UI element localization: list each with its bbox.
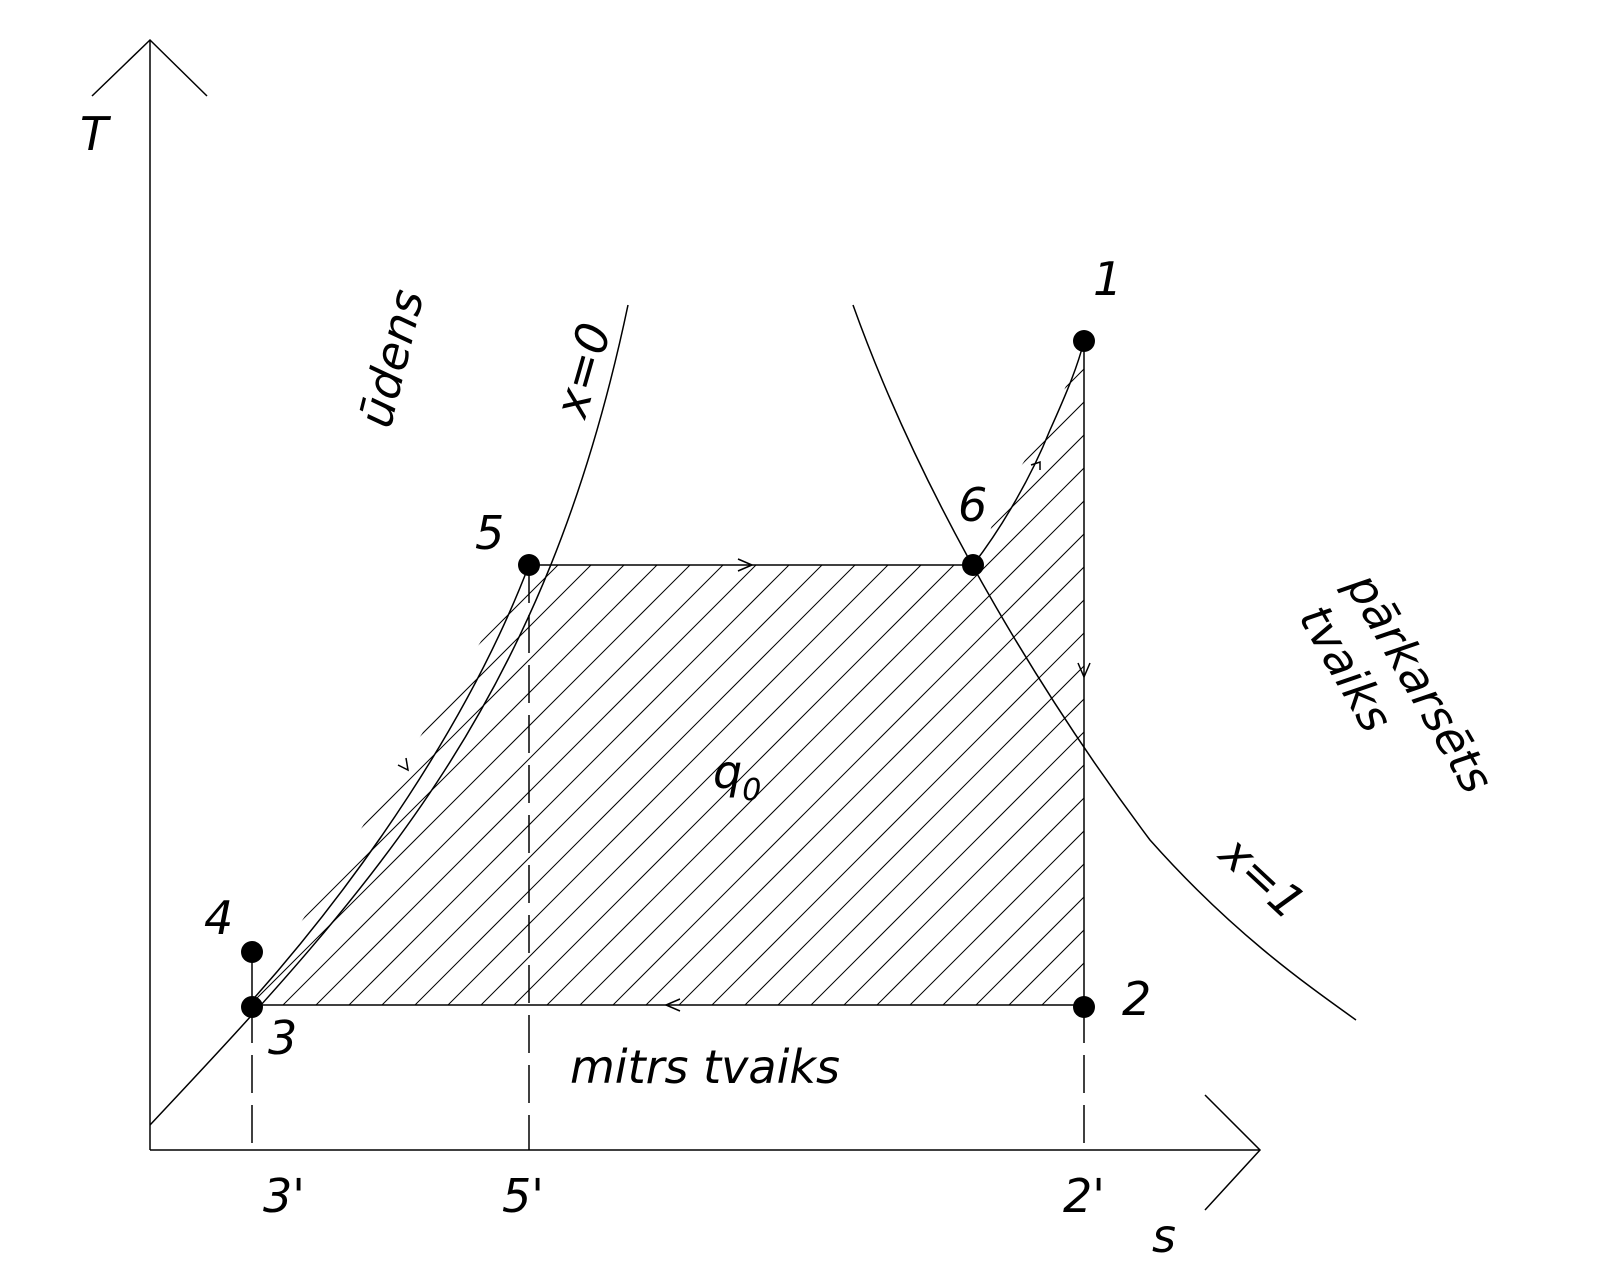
heat-q-subscript: 0 [742, 773, 761, 808]
heat-q-label: q0 [713, 745, 761, 808]
process-3-5-curve [247, 564, 530, 1006]
hatch-line [248, 341, 1084, 1005]
hatch-line [350, 341, 1084, 1005]
hatch-line [248, 341, 1084, 1005]
hatch-line [1539, 0, 1600, 1280]
hatch-line [248, 341, 596, 1005]
arrow-5-6 [737, 558, 754, 572]
hatch-line [0, 0, 199, 1280]
s-axis-arrowhead [1204, 1094, 1262, 1211]
hatch-line [248, 341, 431, 1005]
hatch-line [248, 341, 1025, 1005]
saturated-vapor-curve-x1 [852, 304, 1357, 1021]
hatch-line [383, 341, 1084, 1005]
hatch-line [746, 341, 1084, 1005]
hatch-line [248, 341, 497, 1005]
point-4-marker [241, 941, 263, 963]
arrow-6-1 [1030, 460, 1041, 470]
hatch-line [248, 341, 398, 1005]
hatch-line [248, 341, 563, 1005]
hatch-line [779, 341, 1084, 1005]
hatch-line [248, 341, 1084, 1005]
hatch-line [878, 341, 1084, 1005]
heat-q-symbol: q [713, 745, 742, 799]
hatch-line [0, 0, 232, 1280]
hatch-line [248, 341, 1084, 1005]
point-3-marker [241, 996, 263, 1018]
hatch-line [248, 341, 266, 1005]
point-4-label: 4 [204, 891, 233, 945]
hatch-line [248, 341, 1084, 1005]
hatch-line [248, 341, 1084, 1005]
hatch-line [248, 341, 992, 1005]
hatch-line [1473, 0, 1600, 1280]
hatch-line [248, 341, 365, 1005]
saturated-liquid-curve-x0 [149, 304, 629, 1126]
point-6-label: 6 [958, 478, 987, 532]
t-axis-label: T [80, 107, 112, 161]
region-water-label: ūdens [348, 284, 434, 433]
process-6-1-curve [972, 340, 1085, 566]
s-axis-label: s [1152, 1209, 1176, 1263]
t-axis-arrowhead [91, 38, 208, 97]
hatch-line [248, 341, 1084, 1005]
point-2-marker [1073, 996, 1095, 1018]
point-2-label: 2 [1122, 972, 1151, 1026]
hatch-line [713, 341, 1084, 1005]
hatch-line [248, 341, 1084, 1005]
hatch-line [1440, 0, 1600, 1280]
hatch-line [248, 341, 629, 1005]
hatch-line [248, 341, 464, 1005]
point-3-label: 3 [268, 1011, 297, 1065]
hatch-line [0, 0, 100, 1280]
hatch-line [251, 341, 1084, 1005]
hatch-line [944, 341, 1084, 1005]
tick-5-prime: 5' [502, 1169, 544, 1223]
tick-3-prime: 3' [263, 1169, 305, 1223]
tick-2-prime: 2' [1063, 1169, 1105, 1223]
hatch-line [248, 341, 1084, 1005]
hatch-line [845, 341, 1084, 1005]
hatch-line [248, 341, 332, 1005]
hatch-line [1572, 0, 1600, 1280]
hatch-line [248, 341, 1084, 1005]
hatch-line [248, 341, 299, 1005]
arrow-1-2 [1077, 662, 1091, 679]
hatch-line [0, 0, 133, 1280]
curve-x0-label: x=0 [543, 317, 622, 425]
arrow-2-3 [664, 998, 681, 1012]
hatch-line [248, 341, 1084, 1005]
point-5-label: 5 [475, 506, 504, 560]
hatch-line [284, 341, 1084, 1005]
hatch-line [812, 341, 1084, 1005]
point-1-marker [1073, 330, 1095, 352]
hatch-line [317, 341, 1084, 1005]
hatch-line [248, 341, 1084, 1005]
hatch-line [0, 0, 166, 1280]
hatch-line [1407, 0, 1600, 1280]
hatch-line [1506, 0, 1600, 1280]
hatch-line [248, 341, 1084, 1005]
hatch-line [248, 341, 662, 1005]
hatch-line [977, 341, 1084, 1005]
curve-x1-label: x=1 [1208, 824, 1316, 930]
region-wet-steam-label: mitrs tvaiks [570, 1040, 840, 1094]
hatch-line [248, 341, 1084, 1005]
point-1-label: 1 [1093, 252, 1122, 306]
hatch-line [248, 341, 530, 1005]
hatch-line [416, 341, 1084, 1005]
arrow-3-5 [397, 757, 409, 772]
point-6-marker [962, 554, 984, 576]
point-5-marker [518, 554, 540, 576]
